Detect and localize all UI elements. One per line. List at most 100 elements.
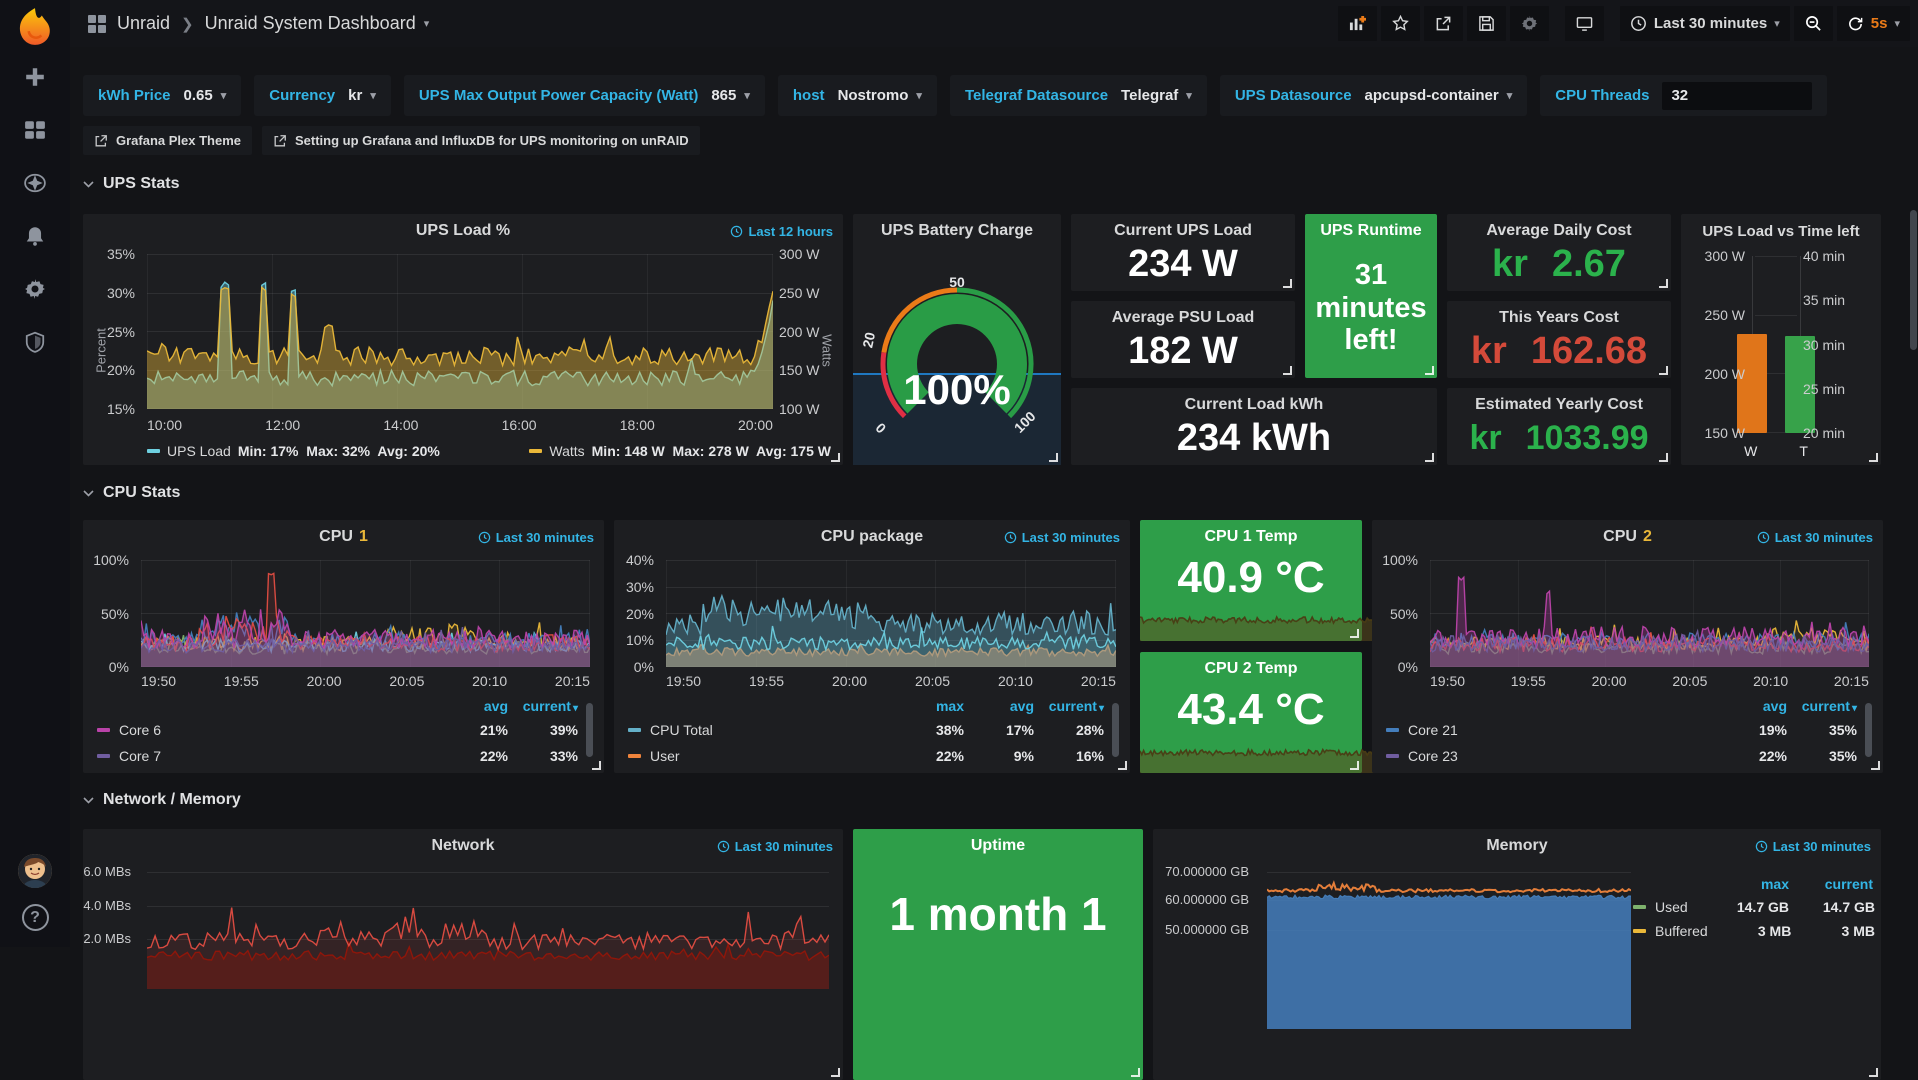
panel-time-range[interactable]: Last 12 hours bbox=[730, 214, 833, 248]
y-axis-left: 70.000000 GB 60.000000 GB 50.000000 GB bbox=[1153, 869, 1259, 1029]
variable-dropdown[interactable]: 0.65▾ bbox=[184, 87, 227, 104]
legend-value: 14.7 GB bbox=[1789, 899, 1875, 915]
variable-dropdown[interactable]: apcupsd-container▾ bbox=[1365, 87, 1513, 104]
variable-dropdown[interactable]: 865▾ bbox=[711, 87, 750, 104]
panel-title[interactable]: CPU2 Last 30 minutes bbox=[1372, 520, 1883, 554]
panel-time-range[interactable]: Last 30 minutes bbox=[478, 520, 594, 554]
legend-row: CPU Total 38% 17% 28% bbox=[628, 717, 1120, 743]
star-button[interactable] bbox=[1381, 6, 1420, 41]
legend-sort-header[interactable]: current bbox=[1787, 698, 1857, 714]
time-range-picker[interactable]: Last 30 minutes ▾ bbox=[1620, 6, 1790, 41]
panel-time-range[interactable]: Last 30 minutes bbox=[1004, 520, 1120, 554]
plot-area[interactable] bbox=[666, 560, 1116, 667]
panel-cpu2: CPU2 Last 30 minutes 100%50%0% 19:5019:5… bbox=[1372, 520, 1883, 773]
user-avatar[interactable] bbox=[18, 854, 52, 888]
panel-memory: Memory Last 30 minutes 70.000000 GB 60.0… bbox=[1153, 829, 1881, 1080]
legend-value: 17% bbox=[964, 722, 1034, 738]
legend-series-name[interactable]: User bbox=[628, 748, 894, 764]
panel-time-range[interactable]: Last 30 minutes bbox=[717, 829, 833, 863]
panel-time-range[interactable]: Last 30 minutes bbox=[1755, 829, 1871, 863]
section-header-ups-stats[interactable]: UPS Stats bbox=[83, 175, 179, 193]
scrollbar-thumb[interactable] bbox=[1910, 210, 1917, 350]
page-scrollbar[interactable] bbox=[1910, 0, 1917, 947]
legend-sort-header[interactable]: current bbox=[1789, 876, 1875, 892]
legend-series-name[interactable]: Core 7 bbox=[97, 748, 438, 764]
legend-sort-header[interactable]: avg bbox=[964, 698, 1034, 714]
plot-area[interactable] bbox=[147, 254, 773, 409]
variable-cpu-threads: CPU Threads bbox=[1540, 75, 1827, 116]
axis-tick: T bbox=[1799, 443, 1808, 459]
legend-sort-header[interactable]: current bbox=[1034, 698, 1104, 714]
link-ups-monitoring-guide[interactable]: Setting up Grafana and InfluxDB for UPS … bbox=[262, 126, 700, 155]
cpu-threads-input[interactable] bbox=[1662, 82, 1812, 110]
panel-title[interactable]: CPU package Last 30 minutes bbox=[614, 520, 1130, 554]
legend-sort-header[interactable]: avg bbox=[438, 698, 508, 714]
link-grafana-plex-theme[interactable]: Grafana Plex Theme bbox=[83, 126, 252, 155]
legend-item-ups-load[interactable]: UPS Load Min: 17% Max: 32% Avg: 20% bbox=[147, 443, 440, 459]
configuration-gear-icon[interactable] bbox=[22, 276, 48, 302]
add-icon[interactable] bbox=[22, 64, 48, 90]
variable-telegraf-datasource: Telegraf Datasource Telegraf▾ bbox=[950, 75, 1207, 116]
panel-average-daily-cost: Average Daily Cost kr2.67 bbox=[1447, 214, 1671, 291]
legend-value: 35% bbox=[1787, 722, 1857, 738]
explore-compass-icon[interactable] bbox=[22, 170, 48, 196]
clock-icon bbox=[717, 840, 730, 853]
panel-title[interactable]: Uptime bbox=[853, 829, 1143, 857]
panel-title[interactable]: Memory Last 30 minutes bbox=[1153, 829, 1881, 863]
settings-gear-icon[interactable] bbox=[1510, 6, 1549, 41]
dashboard-grid-icon[interactable] bbox=[88, 15, 106, 33]
section-header-cpu-stats[interactable]: CPU Stats bbox=[83, 484, 180, 502]
ups-stats-row: UPS Load % Last 12 hours Percent Watts 3… bbox=[83, 214, 1881, 465]
breadcrumb-root[interactable]: Unraid bbox=[117, 13, 170, 34]
panel-title[interactable]: Network Last 30 minutes bbox=[83, 829, 843, 863]
breadcrumb-separator-icon: ❯ bbox=[181, 15, 194, 33]
alerting-bell-icon[interactable] bbox=[22, 223, 48, 249]
legend-series-name[interactable]: Buffered bbox=[1633, 923, 1708, 939]
legend-sort-header[interactable]: max bbox=[1703, 876, 1789, 892]
legend-series-name[interactable]: CPU Total bbox=[628, 722, 894, 738]
panel-title[interactable]: UPS Load % Last 12 hours bbox=[83, 214, 843, 248]
legend-scrollbar[interactable] bbox=[1112, 703, 1119, 757]
legend-series-name[interactable]: Used bbox=[1633, 899, 1703, 915]
legend-scrollbar[interactable] bbox=[1865, 703, 1872, 757]
server-admin-shield-icon[interactable] bbox=[22, 329, 48, 355]
plot-area[interactable] bbox=[141, 560, 590, 667]
help-icon[interactable]: ? bbox=[22, 904, 49, 931]
legend-item-watts[interactable]: Watts Min: 148 W Max: 278 W Avg: 175 W bbox=[529, 443, 831, 459]
axis-tick: 20:15 bbox=[1834, 673, 1869, 689]
breadcrumb-current[interactable]: Unraid System Dashboard ▾ bbox=[205, 13, 430, 34]
panel-title[interactable]: UPS Load vs Time left bbox=[1681, 214, 1881, 248]
share-button[interactable] bbox=[1424, 6, 1463, 41]
legend-series-name[interactable]: Core 21 bbox=[1386, 722, 1717, 738]
section-header-network-memory[interactable]: Network / Memory bbox=[83, 791, 241, 809]
panel-title[interactable]: CPU1 Last 30 minutes bbox=[83, 520, 604, 554]
plot-area[interactable] bbox=[1430, 560, 1869, 667]
variable-dropdown[interactable]: Telegraf▾ bbox=[1121, 87, 1192, 104]
legend-scrollbar[interactable] bbox=[586, 703, 593, 757]
legend-series-name[interactable]: Core 6 bbox=[97, 722, 438, 738]
refresh-button[interactable]: 5s ▾ bbox=[1837, 6, 1910, 41]
tv-kiosk-button[interactable] bbox=[1565, 6, 1604, 41]
variable-kwh-price: kWh Price 0.65▾ bbox=[83, 75, 241, 116]
legend-sort-header[interactable]: max bbox=[894, 698, 964, 714]
legend-sort-header[interactable]: current bbox=[508, 698, 578, 714]
grafana-logo-icon[interactable] bbox=[14, 6, 56, 48]
variable-dropdown[interactable]: kr▾ bbox=[348, 87, 376, 104]
variable-dropdown[interactable]: Nostromo▾ bbox=[838, 87, 922, 104]
legend-swatch bbox=[628, 728, 641, 732]
panel-title[interactable]: UPS Battery Charge bbox=[853, 214, 1061, 248]
panel-time-range[interactable]: Last 30 minutes bbox=[1757, 520, 1873, 554]
legend-rows: Core 6 21% 39% Core 7 22% 33% bbox=[97, 717, 594, 769]
add-panel-button[interactable] bbox=[1338, 6, 1377, 41]
save-button[interactable] bbox=[1467, 6, 1506, 41]
dashboards-icon[interactable] bbox=[22, 117, 48, 143]
plot-area[interactable] bbox=[1267, 869, 1631, 1029]
legend-sort-header[interactable]: avg bbox=[1717, 698, 1787, 714]
panel-current-ups-load: Current UPS Load 234 W bbox=[1071, 214, 1295, 291]
y-axis-left: 35%30%25%20%15% bbox=[89, 254, 141, 409]
legend-series-name[interactable]: Core 23 bbox=[1386, 748, 1717, 764]
plot-area[interactable] bbox=[147, 869, 829, 989]
legend-header: avgcurrent bbox=[97, 695, 594, 717]
panel-title-number: 1 bbox=[359, 528, 368, 546]
zoom-out-button[interactable] bbox=[1794, 6, 1833, 41]
